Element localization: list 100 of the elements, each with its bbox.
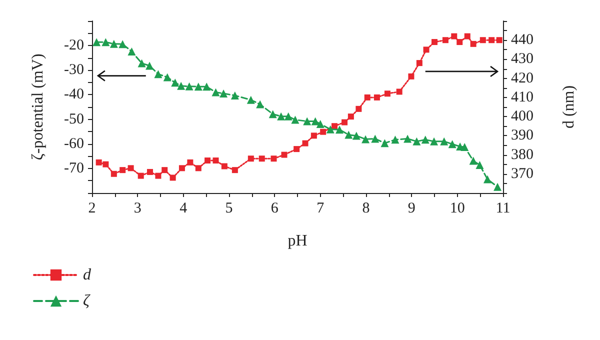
point — [256, 100, 264, 108]
point — [310, 132, 317, 139]
point — [430, 137, 438, 146]
x-tick-label: 6 — [270, 200, 279, 216]
point — [178, 165, 185, 172]
x-tick-label: 4 — [180, 200, 188, 216]
x-tick-label: 3 — [134, 200, 142, 216]
point — [480, 37, 486, 44]
point — [212, 158, 219, 164]
point — [146, 168, 153, 175]
y-tick-label: -30 — [64, 62, 84, 78]
y2-tick-label: 410 — [511, 89, 534, 106]
point — [163, 73, 172, 82]
point — [356, 106, 362, 112]
x-tick-label: 8 — [362, 200, 370, 216]
point — [316, 120, 324, 128]
point — [120, 167, 126, 174]
point — [170, 174, 176, 181]
y-tick-label: -20 — [64, 38, 84, 54]
point — [421, 136, 430, 144]
point — [326, 125, 334, 134]
legend-label: d — [83, 266, 92, 284]
point — [496, 37, 502, 44]
y2-axis-title: d (nm) — [560, 85, 578, 129]
point — [204, 158, 211, 164]
y-axis-title: ζ-potential (mV) — [30, 54, 46, 160]
point — [110, 170, 117, 177]
point — [102, 38, 110, 46]
point — [404, 134, 412, 143]
point — [155, 172, 162, 179]
point — [476, 160, 484, 169]
point — [460, 143, 469, 152]
point — [154, 70, 162, 78]
x-tick-label: 9 — [408, 200, 416, 216]
y-tick-label: -50 — [64, 111, 84, 128]
point — [470, 40, 476, 47]
x-tick-label: 10 — [450, 200, 465, 216]
point — [451, 33, 458, 40]
point — [303, 117, 312, 126]
point — [277, 112, 286, 120]
legend-label: ζ — [83, 292, 91, 310]
point — [281, 152, 288, 158]
point — [469, 156, 478, 165]
point — [194, 82, 202, 91]
y2-tick-label: 390 — [511, 128, 534, 144]
point — [416, 60, 422, 66]
point — [102, 161, 109, 168]
point — [118, 40, 127, 48]
point — [268, 110, 277, 118]
point — [187, 159, 194, 166]
y2-tick-label: 430 — [511, 51, 534, 68]
point — [374, 94, 380, 100]
y-tick-label: -40 — [64, 86, 84, 103]
x-tick-label: 7 — [316, 200, 325, 216]
point — [311, 117, 320, 126]
point — [391, 136, 400, 144]
point — [384, 90, 390, 97]
point — [302, 140, 308, 146]
x-tick-label: 5 — [225, 200, 233, 216]
point — [342, 119, 348, 126]
point — [258, 156, 265, 162]
point — [352, 132, 360, 140]
point — [464, 33, 470, 40]
point — [362, 135, 370, 144]
point — [246, 96, 255, 104]
y2-tick-label: 370 — [511, 166, 534, 182]
point — [423, 46, 430, 53]
point — [380, 139, 389, 148]
point — [440, 137, 448, 146]
point — [230, 91, 239, 100]
point — [348, 114, 354, 120]
point — [344, 130, 353, 139]
point — [212, 88, 220, 96]
point — [138, 172, 144, 179]
point — [284, 112, 292, 120]
point — [171, 78, 180, 87]
point — [488, 37, 495, 44]
point — [364, 94, 370, 100]
point — [162, 167, 168, 174]
point — [442, 37, 448, 44]
point — [221, 163, 228, 170]
point — [177, 82, 186, 90]
y2-tick-label: 400 — [511, 108, 534, 125]
point — [291, 116, 300, 124]
point — [270, 156, 277, 162]
point — [494, 182, 502, 191]
y-tick-label: -60 — [64, 136, 84, 152]
point — [331, 123, 338, 130]
y2-tick-label: 420 — [511, 70, 534, 86]
point — [408, 73, 414, 80]
point — [202, 82, 211, 91]
point — [146, 62, 154, 70]
point — [220, 89, 228, 98]
point — [294, 146, 300, 152]
point — [128, 47, 136, 56]
point — [448, 140, 456, 148]
point — [128, 165, 134, 172]
point — [371, 134, 380, 143]
point — [96, 159, 102, 166]
point — [456, 39, 463, 46]
